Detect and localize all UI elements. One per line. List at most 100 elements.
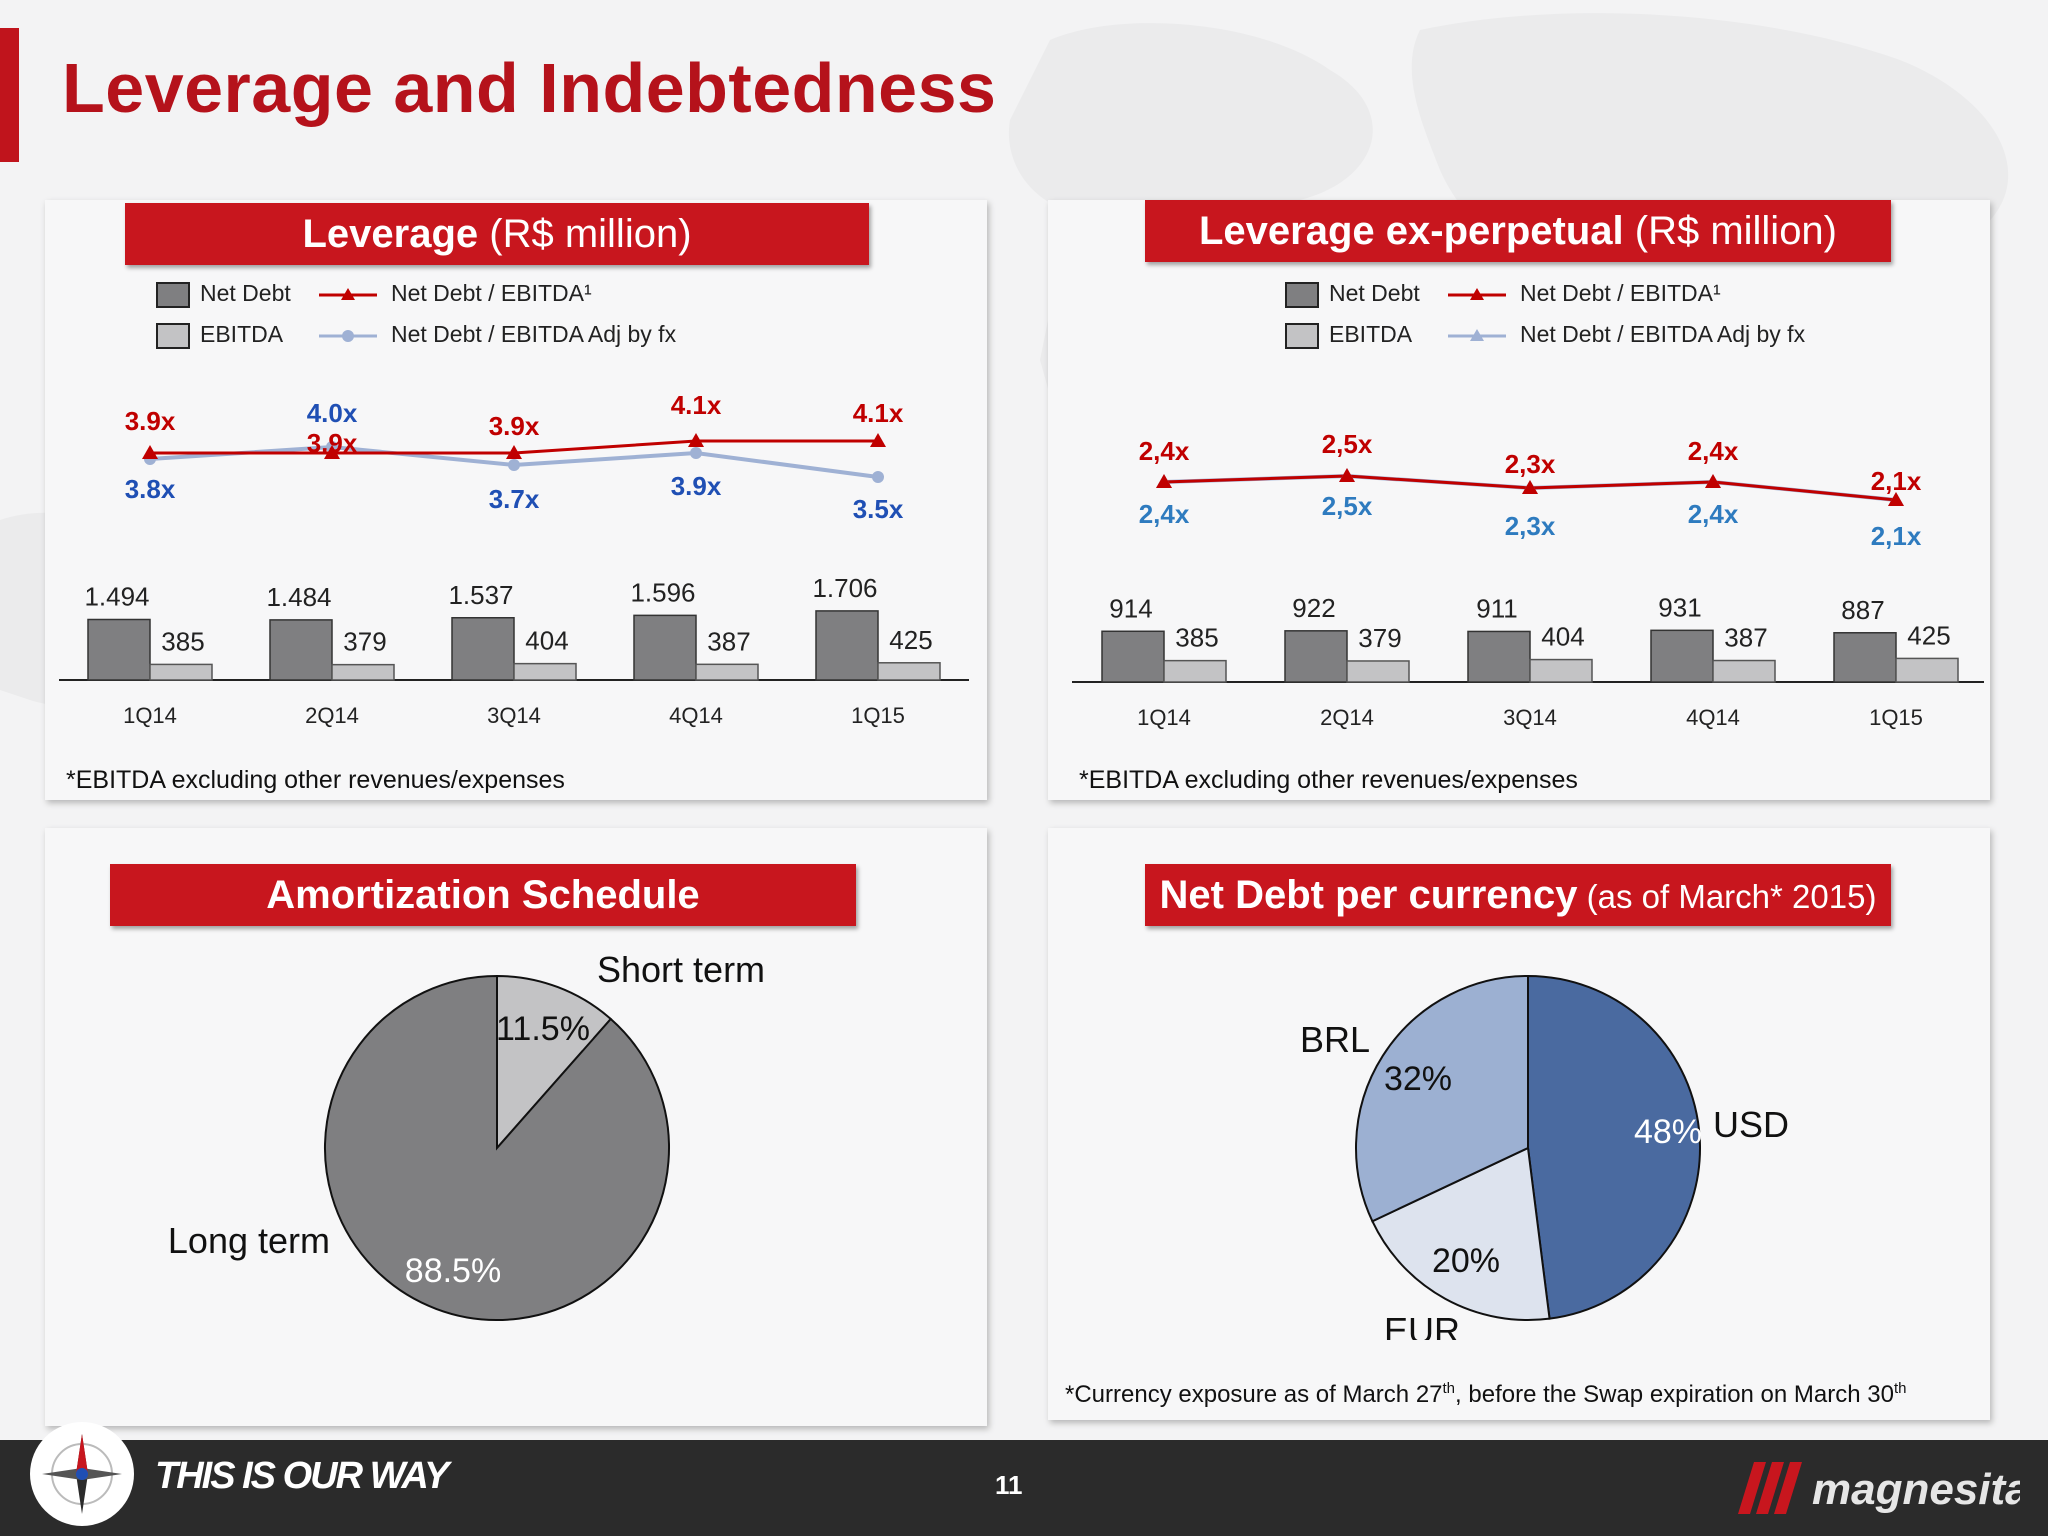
ratio-data-label: 4.1x [671, 390, 722, 420]
ratio-fx-legend-line [319, 329, 377, 342]
leverage-ex-panel [1048, 200, 1990, 800]
net-debt-bar [633, 614, 697, 681]
currency-note-prefix: *Currency exposure as of March 27 [1065, 1381, 1443, 1408]
ebitda-value-label: 404 [525, 626, 568, 656]
ratio-fx-data-label: 3.9x [671, 471, 722, 501]
slice-name-label: USD [1713, 1104, 1789, 1145]
leverage-ex-chart: 914 385 1Q14 922 379 2Q14 911 404 3Q14 931 387 4Q14… [1072, 429, 1984, 730]
slice-name-label: BRL [1300, 1019, 1370, 1060]
ratio-point [1888, 492, 1904, 506]
slice-value-label: 32% [1384, 1060, 1452, 1098]
ratio-fx-legend-line [1448, 328, 1506, 341]
net-debt-bar [1467, 630, 1531, 683]
net-debt-bar [451, 617, 515, 681]
net-debt-bar [1284, 630, 1348, 683]
ratio-data-label: 2,5x [1322, 429, 1373, 459]
legend-net-debt: Net Debt [1329, 280, 1420, 306]
pie-slice [324, 974, 670, 1321]
currency-note: *Currency exposure as of March 27th, bef… [1065, 1380, 1906, 1409]
magnesita-logo: magnesita [1720, 1452, 2030, 1522]
ratio-fx-point [690, 447, 702, 459]
ebitda-bar [1895, 657, 1959, 683]
net-debt-bar [269, 619, 333, 681]
ratio-fx-data-label: 2,3x [1505, 511, 1556, 541]
ratio-legend-line [319, 287, 377, 300]
ebitda-bar [149, 663, 213, 681]
ratio-data-label: 2,1x [1871, 466, 1922, 496]
category-tick-label: 4Q14 [669, 703, 723, 728]
ebitda-value-label: 387 [1724, 623, 1767, 653]
net-debt-value-label: 887 [1841, 595, 1884, 625]
legend-ratio-fx: Net Debt / EBITDA Adj by fx [1520, 321, 1806, 347]
amortization-pie: 11.5%Short term 88.5% Long term [168, 949, 765, 1321]
ebitda-bar [1529, 658, 1593, 683]
ratio-data-label: 2,4x [1139, 436, 1190, 466]
amortization-header-title: Amortization Schedule [266, 873, 700, 917]
leverage-panel [45, 200, 987, 800]
pie-slice [1371, 1146, 1551, 1321]
net-debt-value-label: 1.484 [266, 582, 331, 612]
ebitda-value-label: 425 [1907, 620, 1950, 650]
category-tick-label: 1Q14 [1137, 705, 1191, 730]
ratio-fx-data-label: 2,4x [1139, 499, 1190, 529]
category-tick-label: 2Q14 [1320, 705, 1374, 730]
category-tick-label: 4Q14 [1686, 705, 1740, 730]
category-tick-label: 1Q15 [1869, 705, 1923, 730]
net-debt-value-label: 1.494 [84, 581, 149, 611]
leverage-header-sub: (R$ million) [478, 212, 692, 256]
ratio-fx-data-label: 3.7x [489, 484, 540, 514]
net-debt-bar [87, 618, 151, 681]
ratio-point [1339, 468, 1355, 482]
footer-bar [0, 1440, 2048, 1536]
legend-ebitda: EBITDA [200, 321, 284, 347]
ratio-data-label: 2,4x [1688, 436, 1739, 466]
currency-header-sub: (as of March* 2015) [1577, 878, 1877, 915]
ratio-fx-point [508, 459, 520, 471]
ratio-fx-data-label: 2,1x [1871, 521, 1922, 551]
currency-header-bold: Net Debt per currency [1159, 873, 1578, 917]
ebitda-bar [695, 663, 759, 681]
currency-header: Net Debt per currency (as of March* 2015… [1145, 864, 1891, 926]
slice-value-label: 20% [1432, 1242, 1500, 1280]
ebitda-bar [513, 662, 577, 681]
compass-icon [42, 1434, 122, 1514]
brand-name: magnesita [1812, 1465, 2020, 1514]
ratio-fx-data-label: 3.5x [853, 494, 904, 524]
leverage-chart: 1.494 385 1Q14 1.484 379 2Q14 1.537 404 3Q14 1.59… [59, 390, 969, 728]
slice-value-label: 88.5% [405, 1252, 501, 1290]
net-debt-bar [1101, 630, 1165, 683]
category-tick-label: 1Q15 [851, 703, 905, 728]
ratio-fx-data-label: 3.8x [125, 474, 176, 504]
net-debt-value-label: 922 [1292, 593, 1335, 623]
ratio-point [1522, 480, 1538, 494]
ebitda-value-label: 404 [1541, 622, 1584, 652]
legend-ratio: Net Debt / EBITDA¹ [391, 280, 592, 306]
legend-ratio: Net Debt / EBITDA¹ [1520, 280, 1721, 306]
net-debt-swatch [1285, 281, 1319, 308]
slice-name-label: EUR [1384, 1310, 1460, 1340]
ebitda-swatch [156, 322, 190, 349]
legend-ratio-fx: Net Debt / EBITDA Adj by fx [391, 321, 677, 347]
net-debt-value-label: 1.596 [630, 577, 695, 607]
ebitda-value-label: 385 [161, 626, 204, 656]
category-tick-label: 1Q14 [123, 703, 177, 728]
footer-slogan: THIS IS OUR WAY [155, 1455, 449, 1497]
ratio-fx-data-label: 4.0x [307, 398, 358, 428]
category-tick-label: 3Q14 [1503, 705, 1557, 730]
net-debt-bar [815, 610, 879, 681]
leverage-ex-header-bold: Leverage ex-perpetual [1199, 209, 1624, 253]
ebitda-bar [877, 662, 941, 681]
title-accent-bar [0, 28, 19, 162]
net-debt-value-label: 931 [1658, 592, 1701, 622]
ebitda-value-label: 385 [1175, 623, 1218, 653]
ebitda-bar [1346, 660, 1410, 683]
slice-value-label: 11.5% [496, 1010, 590, 1048]
ratio-data-label: 4.1x [853, 398, 904, 428]
ratio-fx-data-label: 2,4x [1688, 499, 1739, 529]
net-debt-value-label: 1.537 [448, 580, 513, 610]
ratio-data-label: 3.9x [489, 411, 540, 441]
ebitda-bar [1163, 659, 1227, 683]
leverage-header-bold: Leverage [302, 212, 479, 256]
compass-logo [30, 1422, 134, 1526]
leverage-header: Leverage (R$ million) [125, 203, 869, 265]
